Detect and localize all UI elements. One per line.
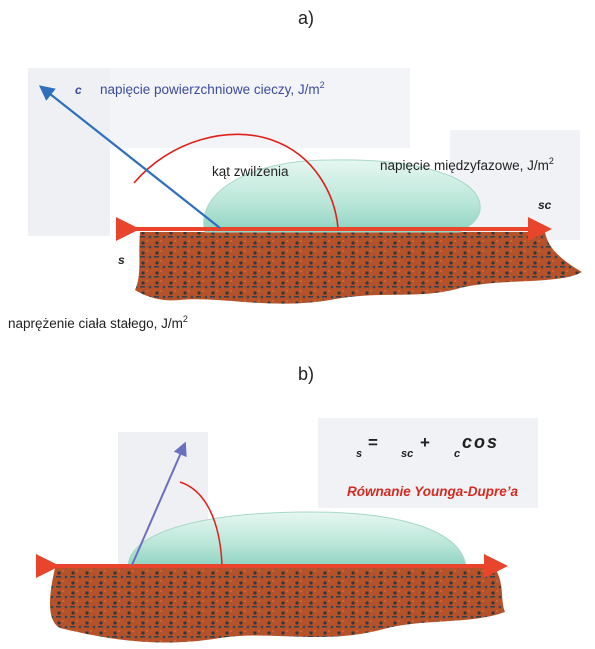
eq-c: c [454,448,460,460]
solid-stress-label: naprężenie ciała stałego, J/m2 [8,314,188,331]
liquid-surface-tension-label: napięcie powierzchniowe cieczy, J/m2 [100,80,325,97]
young-equation: s = sc + c cos [356,432,499,460]
interfacial-tension-exp: 2 [549,156,554,166]
panel-b: b) s = sc + c cos Równanie Younga-Dupre’… [36,364,538,643]
liquid-droplet-b [127,511,467,567]
liquid-surface-tension-text: napięcie powierzchniowe cieczy, J/m [100,82,320,97]
eq-plus: + [420,433,430,452]
contact-angle-arc [133,133,339,229]
panel-a-label: a) [298,8,314,28]
liquid-vector-symbol: c [75,83,82,97]
contact-angle-label: kąt zwilżenia [212,164,289,179]
solid-surface [135,232,582,304]
panel-a: a) c napięcie powierzchniowe cieczy, J/m… [8,8,582,331]
interfacial-tension-text: napięcie międzyfazowe, J/m [380,158,549,173]
background-box-b-right [318,418,538,508]
liquid-surface-tension-exp: 2 [320,80,325,90]
background-box-left [28,68,110,236]
interfacial-tension-label: napięcie międzyfazowe, J/m2 [380,156,554,173]
panel-b-label: b) [298,364,314,384]
eq-sc: sc [401,448,413,460]
equation-name: Równanie Younga-Dupre’a [347,484,519,499]
solid-stress-exp: 2 [183,314,188,324]
eq-equals: = [368,433,378,452]
solid-stress-text: naprężenie ciała stałego, J/m [8,316,183,331]
solid-vector-symbol: s [118,253,125,267]
liquid-tension-vector [38,85,221,229]
contact-angle-arc-b [179,481,223,566]
interfacial-vector-symbol: sc [538,198,552,212]
liquid-tension-vector-b [131,441,187,566]
background-box-top [110,68,410,148]
eq-s: s [356,448,362,460]
eq-cos: cos [462,432,499,452]
solid-surface-b [50,568,505,643]
